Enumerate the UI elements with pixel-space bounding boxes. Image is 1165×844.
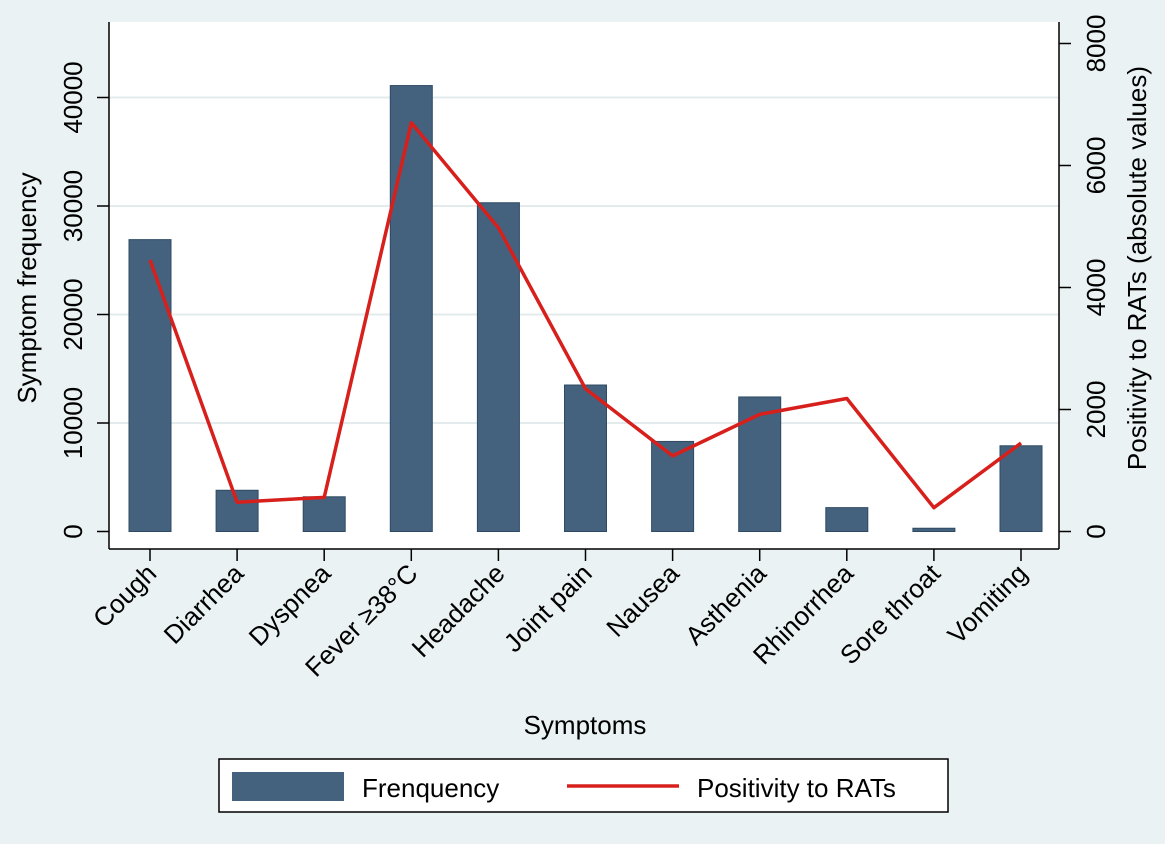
plot-frame: [108, 22, 1060, 550]
bar: [476, 202, 520, 532]
line-series: [148, 121, 1023, 510]
gridlines: [109, 96, 1059, 424]
y-tick-label: 40000: [58, 61, 88, 133]
legend-label-frequency: Frenquency: [362, 773, 499, 803]
y-tick-label: 30000: [58, 170, 88, 242]
y2-tick-label: 0: [1081, 524, 1111, 538]
y2-tick-label: 8000: [1081, 15, 1111, 73]
legend: Frenquency Positivity to RATs: [218, 758, 949, 813]
y-axis-label: Symptom frequency: [12, 172, 42, 403]
y-axis-right: 0 2000 4000 6000 8000: [1059, 15, 1111, 539]
y-tick-label: 0: [58, 524, 88, 538]
y2-axis-label: Positivity to RATs (absolute values): [1122, 66, 1152, 470]
bar: [912, 527, 956, 532]
bar: [564, 384, 607, 532]
x-tick-label: Vomiting: [942, 558, 1034, 650]
x-tick-label: Headache: [406, 558, 511, 663]
legend-label-positivity: Positivity to RATs: [697, 773, 896, 803]
bar: [999, 445, 1043, 532]
y2-tick-label: 6000: [1081, 137, 1111, 195]
bar: [825, 507, 869, 533]
x-tick-label: Diarrhea: [158, 558, 250, 650]
x-axis-label: Symptoms: [524, 710, 647, 740]
bar: [738, 396, 782, 532]
bar: [389, 85, 433, 532]
legend-swatch-frequency: [232, 772, 344, 801]
y2-tick-label: 4000: [1081, 259, 1111, 317]
x-tick-label: Cough: [87, 558, 162, 633]
x-tick-label: Joint pain: [498, 558, 598, 658]
bar: [215, 489, 259, 532]
bar: [651, 440, 695, 533]
x-tick-label: Nausea: [600, 558, 685, 643]
bar: [128, 239, 172, 532]
y-tick-label: 20000: [58, 278, 88, 350]
y2-tick-label: 2000: [1081, 381, 1111, 439]
bar: [302, 496, 346, 532]
y-tick-label: 10000: [58, 387, 88, 459]
y-axis-left: 0 10000 20000 30000 40000: [58, 61, 109, 539]
